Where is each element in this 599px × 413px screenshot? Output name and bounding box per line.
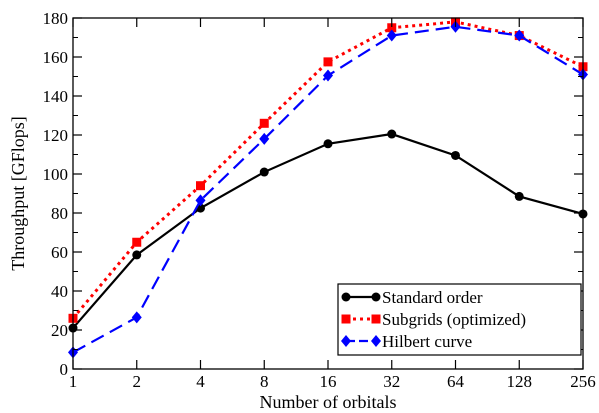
series-layer	[68, 17, 588, 359]
data-point	[131, 311, 142, 324]
data-point	[387, 23, 397, 33]
legend-label: Standard order	[382, 288, 483, 307]
x-tick-label: 8	[260, 372, 269, 391]
axes-layer: 0 20 40 60 80 100 120 140 160 180 1 2 4 8 16 32 64 128 256	[43, 9, 596, 391]
legend-marker-right	[371, 292, 381, 302]
y-tick-label: 140	[43, 87, 69, 106]
y-tick-label: 180	[43, 9, 69, 28]
y-tick-label: 20	[51, 321, 68, 340]
y-tick-label: 60	[51, 243, 68, 262]
legend-marker-left	[341, 314, 351, 324]
y-tick-label: 160	[43, 48, 69, 67]
data-point	[259, 118, 269, 128]
x-tick-label: 16	[320, 372, 337, 391]
legend-marker-left	[341, 292, 351, 302]
data-point	[386, 29, 397, 42]
y-axis-label: Throughput [GFlops]	[8, 116, 28, 271]
legend-item: Standard order	[341, 288, 483, 307]
x-tick-label: 4	[196, 372, 205, 391]
y-tick-label: 120	[43, 126, 69, 145]
series-1	[68, 129, 588, 333]
y-tick-label: 80	[51, 204, 68, 223]
x-tick-label: 128	[507, 372, 533, 391]
data-point	[132, 250, 142, 260]
y-tick-label: 40	[51, 282, 68, 301]
data-point	[451, 150, 460, 160]
data-point	[514, 29, 525, 42]
legend-marker-left	[341, 335, 351, 347]
data-point	[196, 181, 205, 191]
data-point	[323, 139, 333, 149]
x-tick-label: 2	[133, 372, 142, 391]
legend-label: Subgrids (optimized)	[382, 310, 526, 329]
data-point	[387, 129, 397, 139]
data-point	[323, 69, 333, 82]
y-tick-label: 100	[43, 165, 69, 184]
data-point	[514, 191, 524, 201]
data-point	[132, 237, 142, 247]
data-point	[259, 167, 269, 177]
x-axis-label: Number of orbitals	[260, 392, 397, 412]
data-point	[195, 194, 206, 207]
legend-item: Subgrids (optimized)	[341, 310, 526, 329]
x-tick-label: 256	[570, 372, 596, 391]
series-2	[68, 17, 588, 323]
legend-marker-right	[371, 314, 381, 324]
data-point	[323, 57, 333, 67]
legend-items: Standard order Subgrids (optimized) Hilber…	[341, 288, 526, 351]
y-tick-label: 0	[60, 360, 69, 379]
legend: Standard order Subgrids (optimized) Hilber…	[337, 283, 582, 356]
legend-marker-right	[371, 335, 381, 347]
legend-item: Hilbert curve	[341, 332, 472, 351]
x-tick-label: 1	[69, 372, 78, 391]
series-line	[71, 20, 584, 320]
legend-label: Hilbert curve	[382, 332, 472, 351]
data-point	[259, 132, 270, 145]
x-tick-label: 32	[383, 372, 400, 391]
x-tick-label: 64	[447, 372, 465, 391]
